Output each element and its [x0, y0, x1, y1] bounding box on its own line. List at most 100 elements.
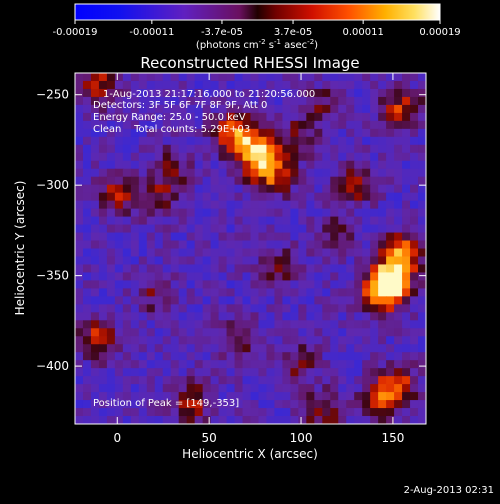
heatmap-pixel	[362, 296, 371, 305]
heatmap-pixel	[178, 128, 188, 138]
heatmap-pixel	[274, 88, 284, 98]
heatmap-pixel	[154, 208, 164, 218]
heatmap-pixel	[410, 192, 419, 202]
heatmap-pixel	[202, 184, 212, 194]
heatmap-pixel	[226, 392, 236, 401]
heatmap-pixel	[314, 408, 323, 417]
heatmap-pixel	[162, 176, 172, 186]
heatmap-pixel	[386, 344, 395, 353]
heatmap-pixel	[330, 280, 339, 289]
heatmap-pixel	[82, 128, 92, 138]
heatmap-pixel	[218, 104, 228, 114]
heatmap-pixel	[82, 104, 92, 114]
heatmap-pixel	[274, 352, 284, 361]
heatmap-pixel	[162, 168, 172, 178]
heatmap-pixel	[114, 272, 124, 282]
heatmap-pixel	[170, 280, 180, 289]
heatmap-pixel	[418, 408, 426, 417]
x-tick-label: 150	[381, 431, 404, 445]
heatmap-pixel	[218, 136, 228, 146]
heatmap-pixel	[402, 296, 411, 305]
heatmap-pixel	[322, 400, 331, 409]
heatmap-pixel	[258, 152, 268, 162]
heatmap-pixel	[282, 400, 291, 409]
heatmap-pixel	[122, 144, 132, 154]
heatmap-pixel	[290, 384, 299, 393]
heatmap-pixel	[170, 336, 180, 345]
heatmap-pixel	[338, 296, 347, 305]
heatmap-pixel	[146, 376, 156, 385]
heatmap-pixel	[178, 392, 188, 401]
heatmap-pixel	[258, 136, 268, 146]
heatmap-pixel	[194, 304, 204, 313]
heatmap-pixel	[346, 368, 355, 377]
heatmap-pixel	[170, 248, 180, 258]
heatmap-pixel	[290, 304, 299, 313]
heatmap-pixel	[274, 104, 284, 114]
heatmap-pixel	[346, 216, 355, 226]
heatmap-pixel	[258, 400, 268, 409]
heatmap-pixel	[378, 88, 387, 98]
heatmap-pixel	[162, 80, 172, 90]
heatmap-pixel	[282, 368, 291, 377]
heatmap-pixel	[298, 360, 307, 369]
heatmap-pixel	[122, 328, 132, 337]
heatmap-pixel	[394, 328, 403, 337]
heatmap-pixel	[386, 408, 395, 417]
heatmap-pixel	[82, 296, 92, 305]
heatmap-pixel	[202, 400, 212, 409]
heatmap-pixel	[234, 168, 244, 178]
heatmap-pixel	[354, 88, 363, 98]
heatmap-pixel	[322, 416, 331, 424]
heatmap-pixel	[330, 288, 339, 297]
heatmap-pixel	[338, 400, 347, 409]
heatmap-pixel	[250, 368, 260, 377]
heatmap-pixel	[362, 288, 371, 297]
heatmap-pixel	[162, 144, 172, 154]
heatmap-pixel	[218, 224, 228, 234]
heatmap-pixel	[218, 160, 228, 170]
heatmap-pixel	[298, 256, 307, 266]
heatmap-pixel	[154, 136, 164, 146]
heatmap-pixel	[122, 256, 132, 266]
heatmap-pixel	[298, 136, 307, 146]
heatmap-pixel	[122, 152, 132, 162]
heatmap-pixel	[138, 112, 148, 122]
heatmap-pixel	[402, 248, 411, 258]
heatmap-pixel	[410, 328, 419, 337]
heatmap-pixel	[306, 336, 315, 345]
heatmap-pixel	[75, 240, 84, 250]
heatmap-pixel	[154, 120, 164, 130]
heatmap-pixel	[242, 208, 252, 218]
heatmap-pixel	[370, 264, 379, 274]
heatmap-pixel	[362, 368, 371, 377]
heatmap-pixel	[394, 352, 403, 361]
heatmap-pixel	[274, 216, 284, 226]
heatmap-pixel	[138, 240, 148, 250]
heatmap-pixel	[146, 384, 156, 393]
heatmap-pixel	[386, 416, 395, 424]
heatmap-pixel	[266, 256, 276, 266]
heatmap-pixel	[218, 128, 228, 138]
heatmap-pixel	[330, 408, 339, 417]
heatmap-pixel	[114, 304, 124, 313]
heatmap-pixel	[322, 232, 331, 242]
heatmap-pixel	[250, 80, 260, 90]
heatmap-pixel	[202, 248, 212, 258]
heatmap-pixel	[338, 224, 347, 234]
heatmap-pixel	[354, 280, 363, 289]
heatmap-pixel	[354, 352, 363, 361]
heatmap-pixel	[178, 320, 188, 329]
heatmap-pixel	[306, 96, 315, 106]
heatmap-pixel	[114, 168, 124, 178]
heatmap-pixel	[386, 208, 395, 218]
heatmap-pixel	[242, 368, 252, 377]
heatmap-pixel	[378, 96, 387, 106]
annotation-time-range: 1-Aug-2013 21:17:16.000 to 21:20:56.000	[103, 89, 315, 100]
heatmap-pixel	[138, 272, 148, 282]
heatmap-pixel	[322, 392, 331, 401]
heatmap-pixel	[98, 256, 108, 266]
heatmap-pixel	[354, 200, 363, 210]
heatmap-pixel	[338, 376, 347, 385]
heatmap-pixel	[290, 336, 299, 345]
